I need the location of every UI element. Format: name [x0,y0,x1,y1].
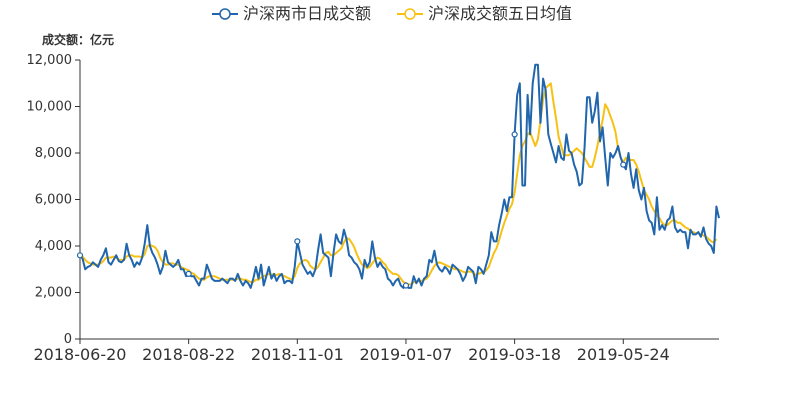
unit-label: 成交额：亿元 [42,32,114,47]
legend-label-daily: 沪深两市日成交额 [243,4,371,23]
legend-label-ma5: 沪深成交额五日均值 [428,4,572,23]
data-point-daily[interactable] [294,238,301,245]
chart-axes: 0 2,000 4,000 6,000 8,000 10,000 12,000 2018-0… [27,53,719,364]
y-tick-label: 12,000 [27,53,73,68]
y-tick-label: 10,000 [27,100,73,115]
legend-marker-daily [219,8,231,20]
legend-item-ma5[interactable]: 沪深成交额五日均值 [397,4,572,23]
y-axis-ticks: 0 2,000 4,000 6,000 8,000 10,000 12,000 [27,53,80,347]
y-tick-label: 0 [64,332,72,347]
y-tick-label: 6,000 [35,193,72,208]
y-tick-label: 8,000 [35,146,72,161]
x-tick-label: 2019-03-18 [468,345,561,364]
x-tick-label: 2019-05-24 [577,345,670,364]
x-tick-label: 2018-08-22 [142,345,235,364]
y-tick-label: 4,000 [35,239,72,254]
chart-legend: 沪深两市日成交额 沪深成交额五日均值 [212,4,572,23]
data-point-daily[interactable] [402,282,410,289]
x-tick-label: 2018-06-20 [34,345,127,364]
y-tick-label: 2,000 [35,286,72,301]
data-point-daily[interactable] [76,252,84,259]
x-tick-label: 2019-01-07 [359,345,452,364]
x-axis-ticks: 2018-06-20 2018-08-22 2018-11-01 2019-01-07… [34,339,670,364]
legend-item-daily[interactable]: 沪深两市日成交额 [212,4,371,23]
data-point-daily[interactable] [620,161,627,168]
series-line-ma5 [79,82,718,286]
data-point-daily[interactable] [185,270,192,277]
series-line-daily [79,63,720,289]
series-layer [76,63,720,289]
x-tick-label: 2018-11-01 [251,345,344,364]
data-point-daily[interactable] [511,131,518,138]
legend-marker-ma5 [404,8,416,20]
